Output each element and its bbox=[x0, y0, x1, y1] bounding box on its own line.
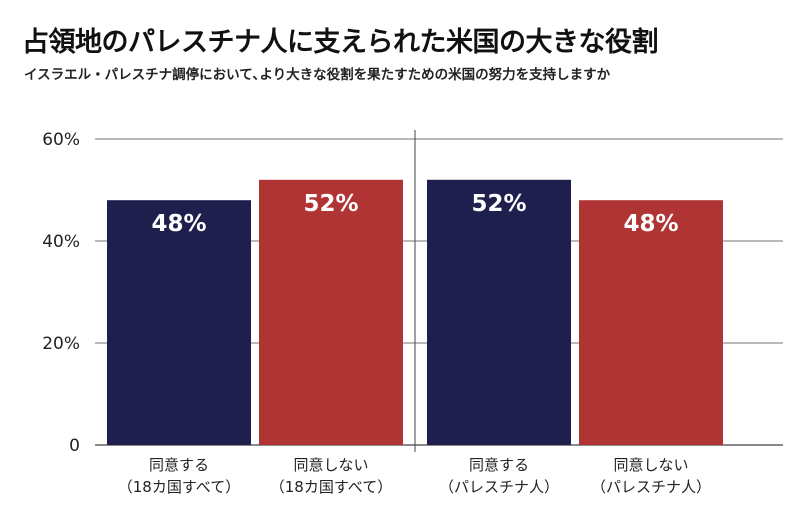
bar-value-label: 52% bbox=[471, 191, 526, 217]
bar-value-label: 52% bbox=[303, 191, 358, 217]
y-tick-label: 40% bbox=[42, 232, 80, 252]
bar bbox=[427, 179, 571, 446]
y-tick-label: 60% bbox=[42, 130, 80, 150]
bar-value-label: 48% bbox=[623, 211, 678, 237]
chart-subtitle: イスラエル・パレスチナ調停において､より大きな役割を果たすための米国の努力を支持… bbox=[24, 67, 611, 83]
x-category-label: 同意する bbox=[149, 456, 209, 474]
bar-value-label: 48% bbox=[151, 211, 206, 237]
x-category-label: 同意する bbox=[469, 456, 529, 474]
x-category-label: 同意しない bbox=[293, 456, 368, 474]
x-category-label: （パレスチナ人） bbox=[439, 478, 559, 496]
y-tick-label: 20% bbox=[42, 334, 80, 354]
bar bbox=[107, 200, 251, 445]
y-tick-label: 0 bbox=[69, 436, 80, 456]
chart-title: 占領地のパレスチナ人に支えられた米国の大きな役割 bbox=[22, 27, 659, 58]
x-category-label: （18カ国すべて） bbox=[118, 478, 240, 496]
x-category-label: （パレスチナ人） bbox=[591, 478, 711, 496]
x-category-label: （18カ国すべて） bbox=[270, 478, 392, 496]
bar bbox=[259, 179, 403, 446]
bar bbox=[579, 200, 723, 445]
x-category-label: 同意しない bbox=[613, 456, 688, 474]
